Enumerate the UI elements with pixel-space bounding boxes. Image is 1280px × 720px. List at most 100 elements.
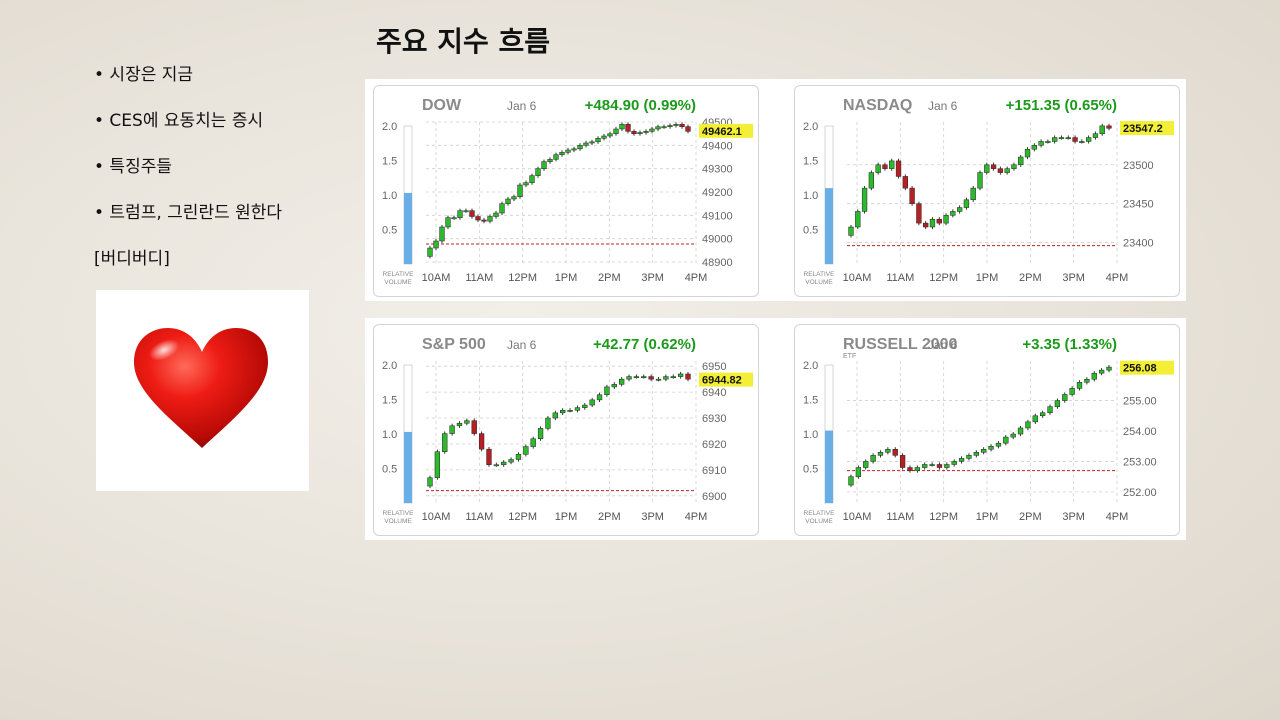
candle-body [661, 126, 667, 129]
candle-body [1031, 145, 1037, 150]
candle-body [445, 217, 451, 228]
candle-body [882, 164, 888, 169]
x-tick-label: 10AM [843, 511, 872, 523]
candle-body [649, 128, 655, 132]
candle-body [944, 464, 950, 468]
candle-body [589, 141, 595, 144]
nasdaq-chart-card: NASDAQ Jan 6 +151.35 (0.65%) 2.0 1.5 1.0 0.5 RE… [794, 85, 1180, 297]
candle-body [475, 216, 481, 221]
x-tick-label: 10AM [843, 272, 872, 284]
volume-tick-label: 1.5 [803, 156, 818, 168]
y-tick-label: 49200 [702, 187, 733, 199]
volume-tick-label: 1.0 [803, 190, 818, 202]
x-tick-label: 2PM [1019, 511, 1042, 523]
x-tick-label: 3PM [641, 272, 664, 284]
sp500-chart: S&P 500 Jan 6 +42.77 (0.62%) 2.0 1.5 1.0 0.5 RE… [382, 336, 753, 525]
candle-body [889, 160, 895, 169]
candle-body [958, 458, 965, 462]
volume-tick-label: 1.0 [803, 429, 818, 441]
candle-body [499, 203, 505, 214]
candle-body [442, 433, 448, 452]
x-tick-label: 3PM [641, 511, 664, 523]
candle-body [907, 467, 913, 471]
x-tick-label: 4PM [685, 511, 708, 523]
heart-image [96, 290, 309, 491]
x-tick-label: 10AM [422, 272, 451, 284]
volume-tick-label: 0.5 [382, 225, 397, 237]
candle-body [1025, 421, 1031, 429]
index-name: S&P 500 [422, 336, 486, 353]
last-price: 49462.1 [702, 126, 742, 138]
candle-body [663, 376, 669, 380]
sp500-chart-card: S&P 500 Jan 6 +42.77 (0.62%) 2.0 1.5 1.0 0.5 RE… [373, 324, 759, 536]
candle-body [577, 145, 583, 150]
bullet-list: • 시장은 지금 • CES에 요동치는 증시 • 특징주들 • 트럼프, 그린… [94, 62, 282, 292]
index-change: +3.35 (1.33%) [1022, 336, 1117, 353]
candle-body [439, 226, 445, 242]
candle-body [963, 199, 970, 208]
volume-tick-label: 2.0 [382, 121, 397, 133]
x-tick-label: 1PM [555, 511, 578, 523]
candle-body [508, 459, 514, 463]
y-tick-label: 253.00 [1123, 456, 1157, 468]
volume-caption: VOLUME [384, 279, 412, 286]
candle-body [977, 172, 983, 189]
candle-body [1065, 137, 1071, 140]
x-tick-label: 2PM [598, 272, 621, 284]
x-tick-label: 3PM [1062, 272, 1085, 284]
y-tick-label: 49400 [702, 140, 733, 152]
y-tick-label: 6950 [702, 361, 726, 373]
chart-date: Jan 6 [928, 338, 958, 352]
candle-body [685, 373, 691, 380]
candle-body [449, 425, 455, 434]
y-tick-label: 23450 [1123, 199, 1154, 211]
candle-body [988, 445, 994, 450]
candle-body [950, 211, 956, 216]
candle-body [456, 422, 463, 427]
candle-body [655, 126, 661, 130]
volume-gauge-fill [825, 188, 833, 264]
candle-body [574, 407, 581, 411]
etf-label: ETF [843, 353, 856, 360]
x-tick-label: 4PM [1106, 511, 1129, 523]
candle-body [855, 211, 861, 228]
volume-tick-label: 0.5 [803, 225, 818, 237]
volume-gauge-fill [404, 431, 412, 503]
candle-body [1004, 168, 1010, 173]
candle-body [855, 467, 862, 477]
volume-tick-label: 1.0 [382, 429, 397, 441]
candle-body [679, 124, 685, 127]
x-tick-label: 11AM [886, 272, 914, 284]
dow-chart: DOW Jan 6 +484.90 (0.99%) 2.0 1.5 1.0 0.5 RELAT… [382, 97, 753, 286]
candle-body [505, 198, 511, 204]
x-tick-label: 3PM [1062, 511, 1085, 523]
y-tick-label: 6920 [702, 439, 726, 451]
candle-body [469, 210, 475, 217]
bullet-item: • CES에 요동치는 증시 [94, 111, 264, 131]
x-tick-label: 4PM [1106, 272, 1129, 284]
x-tick-label: 12PM [929, 272, 958, 284]
candle-body [899, 455, 906, 468]
last-price: 6944.82 [702, 375, 742, 387]
candle-body [511, 196, 517, 200]
volume-tick-label: 2.0 [803, 121, 818, 133]
candle-body [648, 376, 654, 380]
candle-body [875, 164, 881, 173]
candle-body [582, 404, 588, 408]
volume-caption: VOLUME [805, 518, 833, 525]
nasdaq-chart: NASDAQ Jan 6 +151.35 (0.65%) 2.0 1.5 1.0 0.5 RE… [803, 97, 1174, 286]
candle-body [1058, 137, 1065, 140]
volume-tick-label: 2.0 [803, 360, 818, 372]
candle-body [434, 451, 441, 478]
candle-body [596, 394, 603, 401]
candle-body [619, 378, 625, 385]
volume-tick-label: 1.5 [803, 395, 818, 407]
candle-body [1099, 125, 1105, 134]
candle-body [535, 168, 541, 176]
candle-body [943, 215, 949, 224]
y-tick-label: 6940 [702, 387, 726, 399]
candle-body [560, 410, 566, 414]
candle-body [633, 376, 640, 379]
y-tick-label: 254.00 [1123, 426, 1157, 438]
